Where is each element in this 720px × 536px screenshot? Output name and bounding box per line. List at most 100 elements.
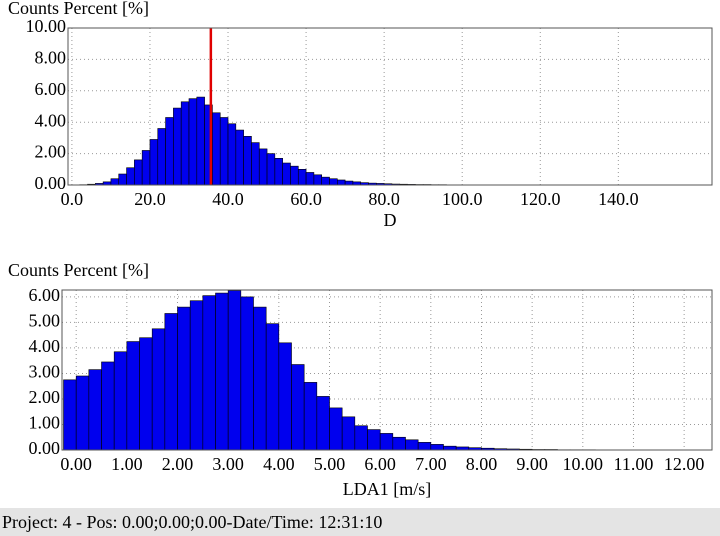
bar [316, 396, 330, 451]
bar [173, 107, 182, 186]
bar [266, 153, 276, 186]
bar [321, 176, 330, 186]
bar [227, 123, 237, 186]
x-tick-label: 3.00 [212, 454, 244, 474]
x-tick-label: 40.0 [212, 189, 244, 209]
chart-title: Counts Percent [%] [8, 0, 149, 18]
bar [157, 128, 166, 186]
bar [305, 172, 315, 186]
status-bar: Project: 4 - Pos: 0.00;0.00;0.00-Date/Ti… [0, 508, 720, 536]
bar [282, 162, 291, 186]
bar [341, 416, 356, 451]
bar [329, 178, 338, 186]
y-tick-label: 2.00 [29, 387, 61, 407]
bar [417, 442, 432, 451]
charts: Counts Percent [%] D 0.00 2.00 4.00 6.00 8.00 1… [8, 0, 713, 499]
bar [253, 306, 267, 451]
y-tick-label: 2.00 [35, 142, 67, 162]
bar [278, 342, 292, 451]
bar [164, 313, 178, 451]
x-tick-label: 1.00 [111, 454, 143, 474]
x-axis-label: D [384, 210, 397, 230]
bar [75, 375, 90, 451]
chart-title: Counts Percent [%] [8, 260, 149, 280]
y-tick-label: 6.00 [35, 79, 67, 99]
bar [63, 379, 77, 451]
bar [126, 341, 140, 451]
bar [251, 142, 260, 186]
bar [337, 179, 346, 186]
x-tick-label: 140.0 [598, 189, 639, 209]
bar [392, 436, 406, 451]
bar [101, 361, 115, 451]
y-tick-label: 4.00 [35, 110, 67, 130]
bar [290, 165, 299, 186]
x-tick-label: 0.0 [61, 189, 84, 209]
bar [313, 174, 322, 186]
x-tick-label: 4.00 [263, 454, 295, 474]
bar [344, 180, 354, 186]
x-tick-label: 100.0 [442, 189, 483, 209]
x-tick-label: 80.0 [368, 189, 400, 209]
bar [141, 150, 151, 186]
y-tick-label: 0.00 [35, 173, 67, 193]
bar [165, 117, 174, 186]
x-tick-label: 12.00 [664, 454, 705, 474]
bar [188, 98, 198, 186]
bar [379, 433, 394, 451]
x-tick-label: 120.0 [520, 189, 561, 209]
bar [443, 445, 457, 451]
y-tick-label: 4.00 [29, 336, 61, 356]
y-tick-label: 8.00 [35, 48, 67, 68]
x-tick-label: 9.00 [516, 454, 548, 474]
bar [212, 112, 221, 186]
y-tick-label: 0.00 [29, 438, 61, 458]
x-tick-label: 0.00 [60, 454, 92, 474]
bar [219, 117, 229, 186]
x-axis-label: LDA1 [m/s] [343, 479, 432, 499]
y-tick-label: 3.00 [29, 362, 61, 382]
bar [367, 429, 381, 451]
bar [240, 296, 254, 451]
x-tick-label: 7.00 [415, 454, 447, 474]
x-tick-label: 11.00 [614, 454, 654, 474]
y-tick-label: 10.00 [26, 16, 67, 36]
bar [110, 178, 120, 186]
bar [196, 96, 205, 186]
x-tick-label: 6.00 [364, 454, 396, 474]
bar [215, 292, 229, 451]
bar [118, 173, 127, 186]
bar [430, 444, 444, 451]
bar [354, 425, 368, 451]
x-tick-label: 8.00 [466, 454, 498, 474]
x-tick-label: 60.0 [290, 189, 322, 209]
bar [177, 306, 191, 451]
bar [202, 295, 216, 451]
x-tick-label: 5.00 [314, 454, 346, 474]
bar [243, 136, 252, 186]
y-tick-label: 1.00 [29, 413, 61, 433]
bar [265, 323, 280, 451]
plot-frame [61, 289, 713, 451]
x-tick-label: 20.0 [134, 189, 166, 209]
bar [151, 328, 166, 451]
bar [329, 407, 343, 451]
bar [113, 351, 128, 451]
bar [180, 101, 190, 186]
y-tick-label: 5.00 [29, 311, 61, 331]
bar [274, 158, 283, 186]
bar [189, 300, 204, 451]
bar [227, 290, 242, 451]
bar [303, 382, 318, 451]
bar [149, 139, 159, 186]
bar [258, 148, 268, 186]
x-tick-label: 10.00 [563, 454, 604, 474]
plot-frame [67, 27, 713, 186]
x-tick-label: 2.00 [162, 454, 194, 474]
bar [291, 364, 305, 451]
bar [297, 169, 307, 186]
bar [126, 167, 135, 186]
bar [405, 439, 419, 451]
bar [88, 369, 102, 451]
